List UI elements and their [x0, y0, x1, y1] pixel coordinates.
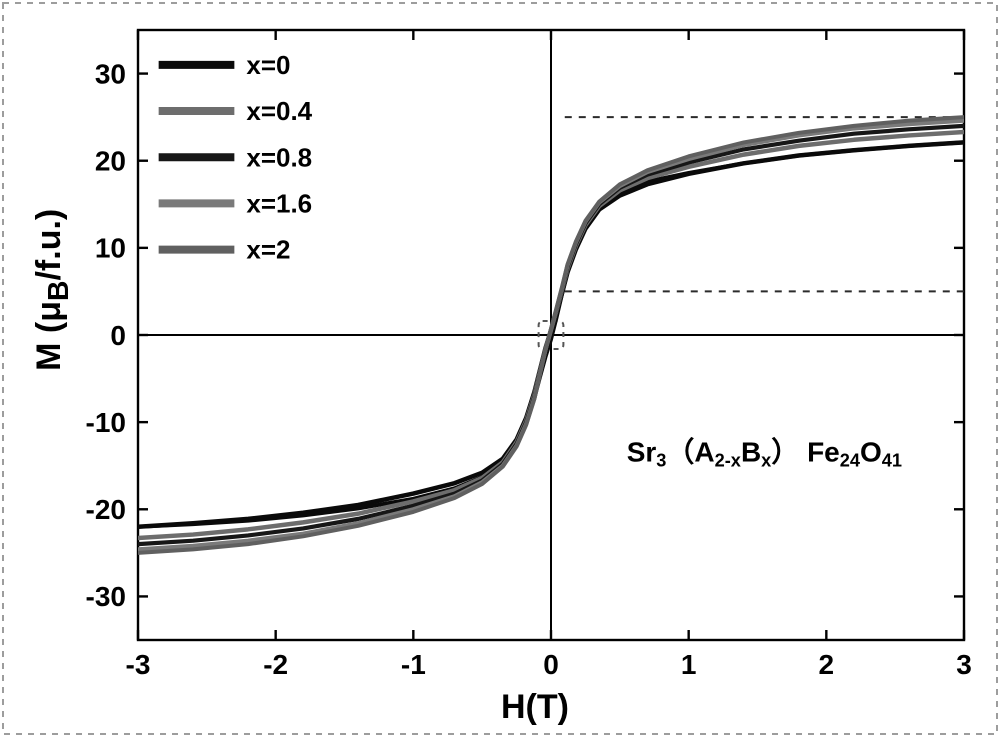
y-tick-label: 20 — [95, 146, 126, 177]
x-tick-label: 2 — [819, 649, 835, 680]
y-tick-label: 0 — [110, 320, 126, 351]
legend-label: x=2 — [246, 235, 290, 265]
legend-label: x=0.8 — [246, 142, 312, 172]
y-tick-label: 30 — [95, 58, 126, 89]
x-tick-label: -2 — [263, 649, 288, 680]
legend-label: x=0.4 — [246, 96, 312, 126]
x-tick-label: -3 — [126, 649, 151, 680]
x-tick-label: 0 — [543, 649, 559, 680]
x-tick-label: 3 — [956, 649, 972, 680]
legend-label: x=1.6 — [246, 189, 312, 219]
hysteresis-chart: -3-2-10123-30-20-100102030x=0x=0.4x=0.8x… — [0, 0, 1000, 737]
legend-label: x=0 — [246, 50, 290, 80]
figure-root: -3-2-10123-30-20-100102030x=0x=0.4x=0.8x… — [0, 0, 1000, 737]
x-tick-label: 1 — [681, 649, 697, 680]
y-tick-label: -30 — [86, 581, 126, 612]
x-tick-label: -1 — [401, 649, 426, 680]
x-axis-label: H(T) — [501, 688, 569, 727]
y-axis-label: M (μB/f.u.) — [30, 311, 76, 371]
y-tick-label: 10 — [95, 233, 126, 264]
y-tick-label: -10 — [86, 407, 126, 438]
y-tick-label: -20 — [86, 494, 126, 525]
